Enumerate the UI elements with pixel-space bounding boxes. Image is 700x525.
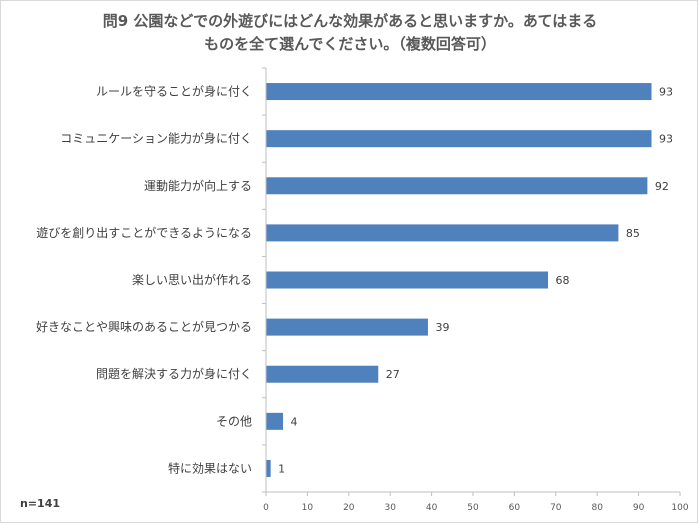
- data-label: 92: [655, 180, 669, 193]
- bar: [266, 271, 549, 289]
- x-tick-label: 40: [426, 503, 438, 513]
- bar: [266, 412, 284, 430]
- bar: [266, 177, 648, 195]
- category-label: 運動能力が向上する: [144, 178, 252, 193]
- bar: [266, 83, 652, 101]
- category-label: その他: [216, 414, 252, 428]
- x-tick-label: 20: [343, 503, 355, 513]
- category-label: コミュニケーション能力が身に付く: [60, 131, 252, 146]
- x-tick-label: 100: [671, 503, 688, 513]
- data-label: 4: [291, 415, 298, 428]
- bar: [266, 130, 652, 148]
- bar: [266, 318, 428, 336]
- data-label: 93: [659, 86, 673, 99]
- x-tick-label: 30: [384, 503, 396, 513]
- data-label: 85: [626, 227, 640, 240]
- chart-title: 問9 公園などでの外遊びにはどんな効果があると思いますか。あてはまる ものを全て…: [20, 10, 680, 56]
- x-tick-label: 90: [633, 503, 645, 513]
- x-tick-label: 70: [550, 503, 562, 513]
- data-label: 1: [278, 462, 285, 475]
- x-tick-label: 60: [509, 503, 521, 513]
- data-label: 39: [435, 321, 449, 334]
- bar: [266, 365, 379, 383]
- category-label: ルールを守ることが身に付く: [96, 84, 252, 99]
- category-label: 特に効果はない: [168, 460, 252, 475]
- data-label: 93: [659, 133, 673, 146]
- chart-title-line-1: 問9 公園などでの外遊びにはどんな効果があると思いますか。あてはまる: [102, 12, 598, 30]
- chart-title-line-2: ものを全て選んでください。（複数回答可）: [204, 35, 496, 53]
- sample-size-note: n=141: [20, 497, 61, 510]
- x-tick-label: 0: [263, 503, 269, 513]
- bar: [266, 459, 271, 477]
- category-label: 楽しい思い出が作れる: [132, 272, 252, 287]
- x-tick-label: 50: [467, 503, 479, 513]
- category-label: 好きなことや興味のあることが見つかる: [36, 319, 252, 334]
- data-label: 27: [386, 368, 400, 381]
- bar: [266, 224, 619, 242]
- category-label: 遊びを創り出すことができるようになる: [36, 225, 252, 240]
- x-tick-label: 80: [591, 503, 603, 513]
- x-tick-label: 10: [302, 503, 314, 513]
- data-label: 68: [556, 274, 570, 287]
- category-label: 問題を解決する力が身に付く: [96, 366, 252, 381]
